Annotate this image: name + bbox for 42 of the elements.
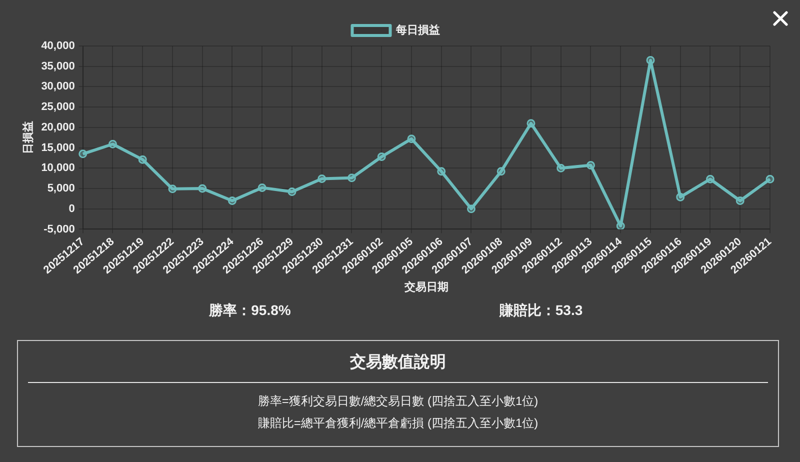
text: 勝率：95.8% (209, 302, 291, 320)
text: 賺賠比=總平倉獲利/總平倉虧損 (四捨五入至小數1位) (256, 415, 540, 432)
point (526, 119, 536, 128)
point (437, 167, 446, 176)
point (706, 174, 714, 184)
y-tick-label: 0 (68, 202, 75, 215)
point (556, 164, 566, 172)
point (198, 184, 207, 193)
point (646, 56, 655, 64)
y-tick-label: 20,000 (41, 121, 75, 134)
y-tick-label: 25,000 (41, 101, 75, 114)
point (496, 167, 506, 176)
y-tick-label: 5,000 (47, 182, 75, 195)
point (466, 204, 476, 214)
y-tick-label: -5,000 (44, 223, 75, 236)
point (676, 192, 685, 202)
text: 交易數值說明 (349, 352, 447, 373)
point (138, 155, 147, 164)
point (586, 161, 595, 170)
y-tick-label: 35,000 (41, 60, 75, 72)
y-tick-label: 10,000 (41, 162, 75, 174)
point (407, 134, 416, 144)
point (766, 174, 774, 184)
point (736, 196, 744, 205)
point (288, 188, 296, 196)
point (168, 184, 177, 194)
y-tick-label: 15,000 (41, 142, 75, 154)
y-axis-title: 日損益 (22, 121, 35, 154)
x-axis-title: 交易日期 (403, 280, 448, 294)
point (78, 150, 88, 158)
point (228, 196, 236, 205)
legend-label: 每日損益 (394, 24, 440, 37)
point (377, 152, 386, 161)
point (347, 174, 356, 182)
y-tick-label: 30,000 (41, 80, 75, 93)
point (108, 140, 117, 148)
text: 勝率=獲利交易日數/總交易日數 (四捨五入至小數1位) (256, 393, 540, 410)
point (616, 222, 625, 230)
point (318, 174, 326, 183)
point (258, 183, 266, 192)
text: 賺賠比：53.3 (499, 302, 583, 320)
y-tick-label: 40,000 (41, 40, 75, 52)
